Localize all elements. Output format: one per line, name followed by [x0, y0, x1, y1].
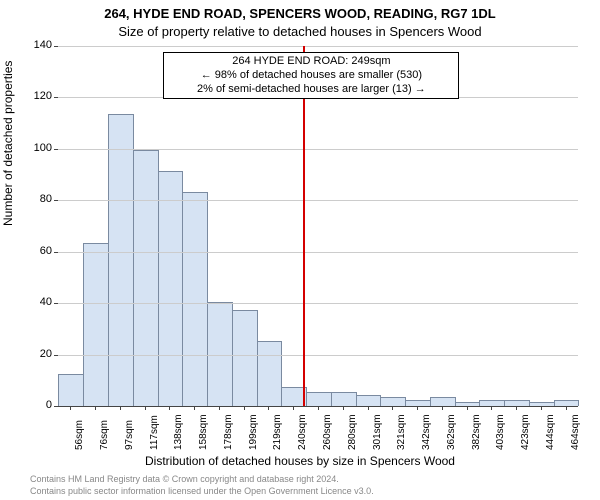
x-tick-mark [343, 406, 344, 410]
x-tick-label: 240sqm [297, 414, 308, 450]
annotation-line2: ← 98% of detached houses are smaller (53… [170, 69, 452, 83]
x-tick-label: 423sqm [520, 414, 531, 450]
x-tick-label: 301sqm [372, 414, 383, 450]
gridline [58, 252, 578, 253]
x-tick-label: 199sqm [248, 414, 259, 450]
y-tick-mark [54, 406, 58, 407]
chart-title-line1: 264, HYDE END ROAD, SPENCERS WOOD, READI… [0, 6, 600, 21]
y-tick-label: 140 [12, 39, 52, 51]
y-tick-label: 60 [12, 245, 52, 257]
bars-layer [58, 46, 578, 406]
x-tick-label: 138sqm [173, 414, 184, 450]
histogram-bar [182, 192, 208, 406]
x-tick-label: 321sqm [396, 414, 407, 450]
y-tick-label: 100 [12, 142, 52, 154]
histogram-bar [380, 397, 406, 406]
x-tick-mark [244, 406, 245, 410]
y-tick-mark [54, 149, 58, 150]
y-tick-label: 20 [12, 348, 52, 360]
x-tick-mark [417, 406, 418, 410]
x-tick-label: 158sqm [198, 414, 209, 450]
annotation-box: 264 HYDE END ROAD: 249sqm ← 98% of detac… [163, 52, 459, 99]
y-tick-mark [54, 252, 58, 253]
x-tick-label: 382sqm [471, 414, 482, 450]
gridline [58, 46, 578, 47]
x-tick-label: 444sqm [545, 414, 556, 450]
y-tick-mark [54, 46, 58, 47]
histogram-bar [430, 397, 456, 406]
histogram-bar [356, 395, 382, 406]
histogram-bar [83, 243, 109, 406]
x-tick-label: 117sqm [149, 415, 160, 450]
x-tick-mark [392, 406, 393, 410]
y-tick-mark [54, 355, 58, 356]
x-tick-mark [293, 406, 294, 410]
footer-line2: Contains public sector information licen… [30, 486, 374, 496]
x-tick-label: 342sqm [421, 414, 432, 450]
x-tick-mark [120, 406, 121, 410]
y-tick-label: 120 [12, 90, 52, 102]
x-tick-mark [541, 406, 542, 410]
y-tick-label: 80 [12, 193, 52, 205]
histogram-bar [331, 392, 357, 406]
plot-area: 264 HYDE END ROAD: 249sqm ← 98% of detac… [58, 46, 578, 406]
x-tick-label: 97sqm [124, 420, 135, 450]
histogram-bar [306, 392, 332, 406]
x-tick-mark [566, 406, 567, 410]
histogram-bar [58, 374, 84, 406]
x-tick-mark [318, 406, 319, 410]
x-tick-label: 56sqm [74, 420, 85, 450]
annotation-line1: 264 HYDE END ROAD: 249sqm [170, 55, 452, 69]
x-tick-mark [368, 406, 369, 410]
x-tick-mark [491, 406, 492, 410]
x-tick-mark [219, 406, 220, 410]
y-tick-mark [54, 97, 58, 98]
gridline [58, 355, 578, 356]
y-tick-mark [54, 200, 58, 201]
gridline [58, 303, 578, 304]
histogram-bar [158, 171, 184, 406]
reference-line [303, 46, 305, 406]
histogram-bar [133, 150, 159, 406]
y-tick-label: 40 [12, 296, 52, 308]
histogram-bar [257, 341, 283, 406]
x-tick-mark [467, 406, 468, 410]
x-tick-label: 178sqm [223, 414, 234, 450]
histogram-bar [108, 114, 134, 406]
x-axis-title: Distribution of detached houses by size … [0, 454, 600, 468]
x-tick-mark [70, 406, 71, 410]
x-tick-label: 403sqm [495, 414, 506, 450]
x-tick-label: 260sqm [322, 414, 333, 450]
x-tick-mark [268, 406, 269, 410]
gridline [58, 149, 578, 150]
footer-line1: Contains HM Land Registry data © Crown c… [30, 474, 339, 484]
x-tick-mark [169, 406, 170, 410]
x-tick-label: 280sqm [347, 414, 358, 450]
x-tick-mark [194, 406, 195, 410]
x-tick-label: 76sqm [99, 420, 110, 450]
histogram-bar [232, 310, 258, 406]
x-tick-mark [95, 406, 96, 410]
y-tick-mark [54, 303, 58, 304]
x-tick-mark [516, 406, 517, 410]
x-tick-label: 219sqm [272, 414, 283, 450]
annotation-line3: 2% of semi-detached houses are larger (1… [170, 83, 452, 97]
x-tick-label: 464sqm [570, 414, 581, 450]
gridline [58, 200, 578, 201]
y-tick-label: 0 [12, 399, 52, 411]
x-tick-mark [442, 406, 443, 410]
chart-title-line2: Size of property relative to detached ho… [0, 24, 600, 39]
x-tick-mark [145, 406, 146, 410]
x-tick-label: 362sqm [446, 414, 457, 450]
